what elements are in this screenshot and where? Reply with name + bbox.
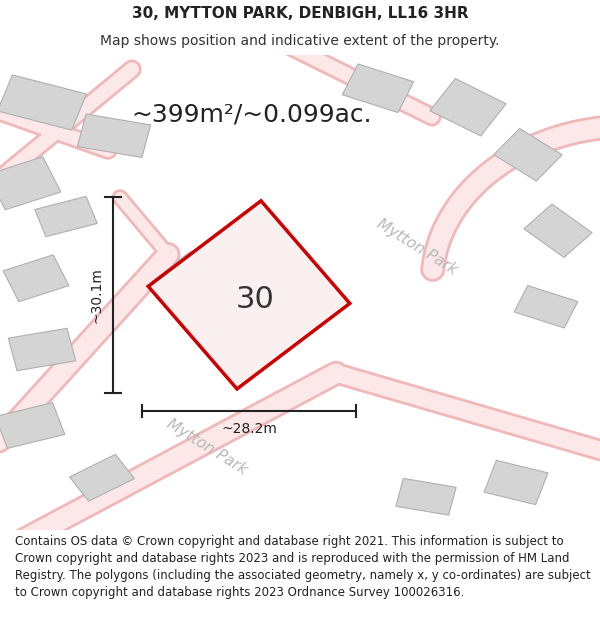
Polygon shape [218, 322, 286, 376]
Polygon shape [70, 454, 134, 501]
Text: 30, MYTTON PARK, DENBIGH, LL16 3HR: 30, MYTTON PARK, DENBIGH, LL16 3HR [131, 6, 469, 21]
Text: Mytton Park: Mytton Park [374, 217, 460, 278]
Text: ~30.1m: ~30.1m [89, 267, 103, 322]
Polygon shape [77, 114, 151, 158]
Polygon shape [343, 64, 413, 112]
Text: 30: 30 [236, 285, 274, 314]
Polygon shape [152, 251, 220, 305]
Polygon shape [0, 75, 86, 130]
Polygon shape [8, 328, 76, 371]
Polygon shape [148, 201, 350, 389]
Polygon shape [35, 196, 97, 237]
Polygon shape [0, 402, 65, 448]
Polygon shape [430, 79, 506, 136]
Polygon shape [494, 129, 562, 181]
Polygon shape [396, 478, 456, 515]
Polygon shape [524, 204, 592, 258]
Polygon shape [3, 255, 69, 302]
Polygon shape [0, 157, 61, 210]
Text: Contains OS data © Crown copyright and database right 2021. This information is : Contains OS data © Crown copyright and d… [15, 535, 591, 599]
Polygon shape [514, 286, 578, 328]
Polygon shape [484, 461, 548, 504]
Text: ~28.2m: ~28.2m [221, 422, 277, 436]
Text: Map shows position and indicative extent of the property.: Map shows position and indicative extent… [100, 34, 500, 48]
Text: Mytton Park: Mytton Park [164, 416, 250, 478]
Text: ~399m²/~0.099ac.: ~399m²/~0.099ac. [131, 102, 373, 126]
